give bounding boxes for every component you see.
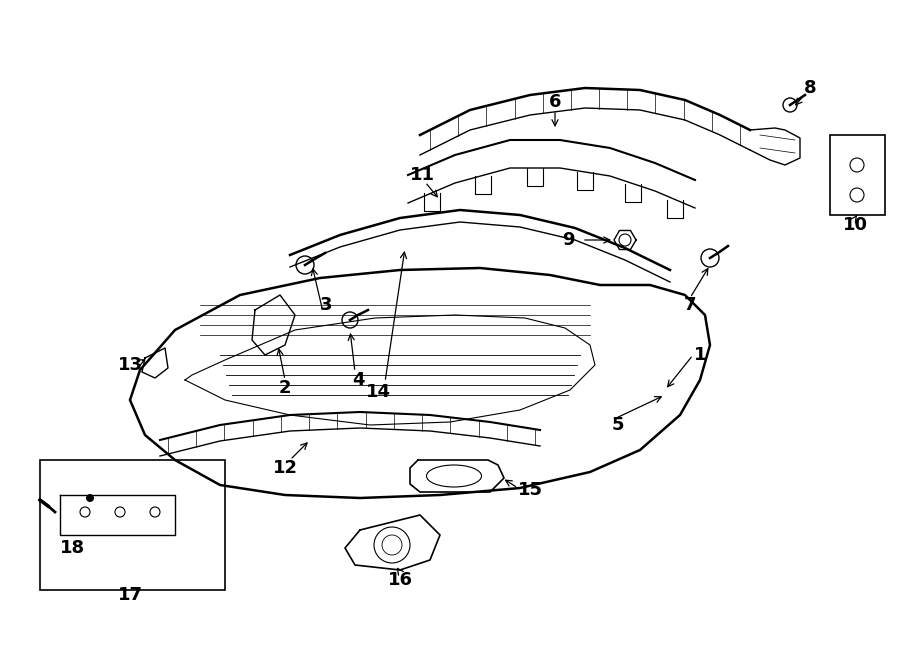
Text: 4: 4: [352, 371, 365, 389]
Text: 8: 8: [804, 79, 816, 97]
Bar: [830, 135, 885, 215]
Text: 1: 1: [694, 346, 706, 364]
Text: 12: 12: [273, 459, 298, 477]
Text: 18: 18: [59, 539, 85, 557]
Text: 9: 9: [562, 231, 574, 249]
Text: 15: 15: [518, 481, 543, 499]
Text: 10: 10: [842, 216, 868, 234]
Text: 3: 3: [320, 296, 332, 314]
Circle shape: [86, 494, 94, 502]
Text: 11: 11: [410, 166, 435, 184]
Text: 13: 13: [118, 356, 142, 374]
Text: 16: 16: [388, 571, 412, 589]
Text: 17: 17: [118, 586, 142, 604]
Text: 7: 7: [684, 296, 697, 314]
Text: 5: 5: [612, 416, 625, 434]
Text: 6: 6: [549, 93, 562, 111]
Bar: [40, 460, 225, 590]
Text: 14: 14: [365, 383, 391, 401]
Text: 2: 2: [279, 379, 292, 397]
